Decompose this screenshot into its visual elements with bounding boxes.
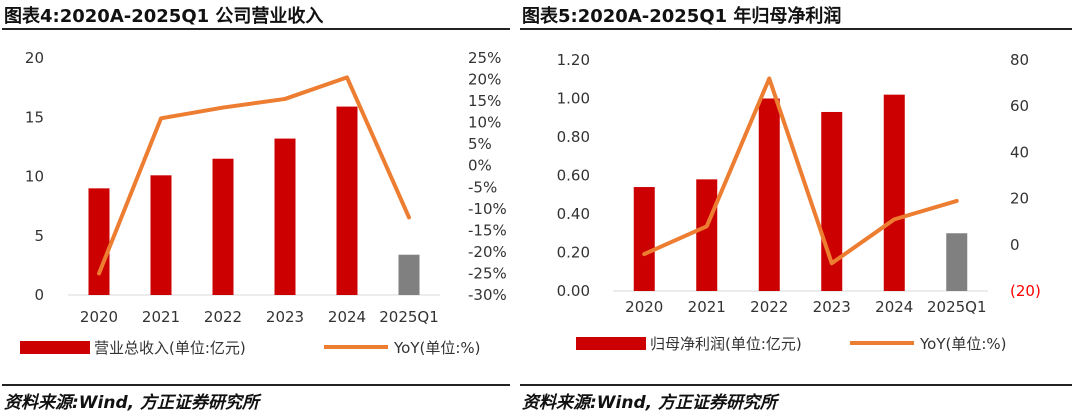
bar-2021: [150, 175, 172, 295]
bar-2025Q1: [946, 233, 968, 291]
source-rule: [2, 384, 510, 386]
x-axis-tick-label: 2022: [204, 308, 242, 326]
net-profit-chart: 0.00 0.20 0.40 0.60 0.80 1.00 1.20 (20) 0 20 40 60 8…: [557, 51, 1041, 353]
right-axis-tick-label: 40: [1010, 143, 1029, 161]
chart-title: 图表5:2020A-2025Q1 年归母净利润: [522, 6, 842, 27]
x-axis-tick-label: 2021: [142, 308, 180, 326]
bar-2020: [633, 187, 655, 291]
legend-label-bar: 营业总收入(单位:亿元): [94, 339, 246, 357]
left-axis-tick-label: 0.80: [557, 128, 590, 146]
right-axis-tick-label: 25%: [468, 49, 501, 67]
left-axis-tick-label: 20: [25, 49, 44, 67]
left-axis-tick-label: 0.60: [557, 167, 590, 185]
yoy-line: [97, 75, 411, 276]
legend-swatch-bar: [20, 341, 90, 354]
right-axis-tick-label: -25%: [468, 264, 507, 282]
title-rule: [2, 28, 510, 30]
left-axis-tick-label: 1.00: [557, 90, 590, 108]
x-axis-tick-label: 2024: [328, 308, 366, 326]
right-axis-tick-label: 5%: [468, 135, 492, 153]
chart-title: 图表4:2020A-2025Q1 公司营业收入: [4, 6, 324, 27]
bar-2020: [88, 188, 110, 295]
right-axis-tick-label: -20%: [468, 243, 507, 261]
right-axis-tick-label: 15%: [468, 92, 501, 110]
legend-label-bar: 归母净利润(单位:亿元): [650, 335, 802, 353]
x-axis-tick-label: 2025Q1: [927, 298, 987, 316]
right-axis-tick-label: 20: [1010, 190, 1029, 208]
right-axis-tick-label: 80: [1010, 51, 1029, 69]
bar-2022: [758, 98, 780, 291]
bar-2024: [336, 106, 358, 296]
x-axis-tick-label: 2020: [625, 298, 663, 316]
right-axis-tick-label: 10%: [468, 114, 501, 132]
x-axis-tick-label: 2025Q1: [379, 308, 439, 326]
left-axis-tick-label: 0: [34, 286, 44, 304]
chart-panel-revenue: 图表4:2020A-2025Q1 公司营业收入 0 5 10 15 20 -30% -25%…: [0, 0, 518, 419]
legend-swatch-bar: [576, 337, 646, 350]
title-rule: [520, 28, 1072, 30]
legend-label-line: YoY(单位:%): [919, 335, 1007, 353]
yoy-line: [642, 76, 959, 266]
right-axis-tick-label: -10%: [468, 200, 507, 218]
bar-2023: [274, 138, 296, 295]
left-axis-tick-label: 1.20: [557, 51, 590, 69]
left-axis-tick-label: 0.40: [557, 205, 590, 223]
right-axis-tick-label: 60: [1010, 97, 1029, 115]
bar-2021: [696, 179, 718, 291]
chart-panel-net-profit: 图表5:2020A-2025Q1 年归母净利润 0.00 0.20 0.40 0.60…: [518, 0, 1080, 419]
left-axis-tick-label: 15: [25, 108, 44, 126]
right-axis-tick-label: (20): [1010, 282, 1041, 300]
source-rule: [520, 384, 1072, 386]
right-axis-tick-label: 0%: [468, 157, 492, 175]
x-axis-tick-label: 2020: [80, 308, 118, 326]
source-note: 资料来源:Wind, 方正证券研究所: [4, 393, 260, 413]
right-axis-tick-label: -15%: [468, 221, 507, 239]
x-axis-tick-label: 2023: [266, 308, 304, 326]
bar-2025Q1: [398, 254, 420, 295]
right-axis-tick-label: -30%: [468, 286, 507, 304]
bar-2022: [212, 158, 234, 295]
right-axis-tick-label: 0: [1010, 236, 1020, 254]
left-axis-tick-label: 5: [34, 227, 44, 245]
left-axis-tick-label: 0.00: [557, 282, 590, 300]
source-note: 资料来源:Wind, 方正证券研究所: [522, 393, 778, 413]
x-axis-tick-label: 2021: [688, 298, 726, 316]
x-axis-tick-label: 2022: [750, 298, 788, 316]
right-axis-tick-label: -5%: [468, 178, 497, 196]
left-axis-tick-label: 10: [25, 168, 44, 186]
left-axis-tick-label: 0.20: [557, 244, 590, 262]
x-axis-tick-label: 2024: [875, 298, 913, 316]
revenue-chart: 0 5 10 15 20 -30% -25% -20% -15% -10% -5% 0% 5% 10% 15…: [20, 49, 507, 357]
x-axis-tick-label: 2023: [813, 298, 851, 316]
bar-2024: [883, 94, 905, 292]
legend-label-line: YoY(单位:%): [393, 339, 481, 357]
right-axis-tick-label: 20%: [468, 71, 501, 89]
